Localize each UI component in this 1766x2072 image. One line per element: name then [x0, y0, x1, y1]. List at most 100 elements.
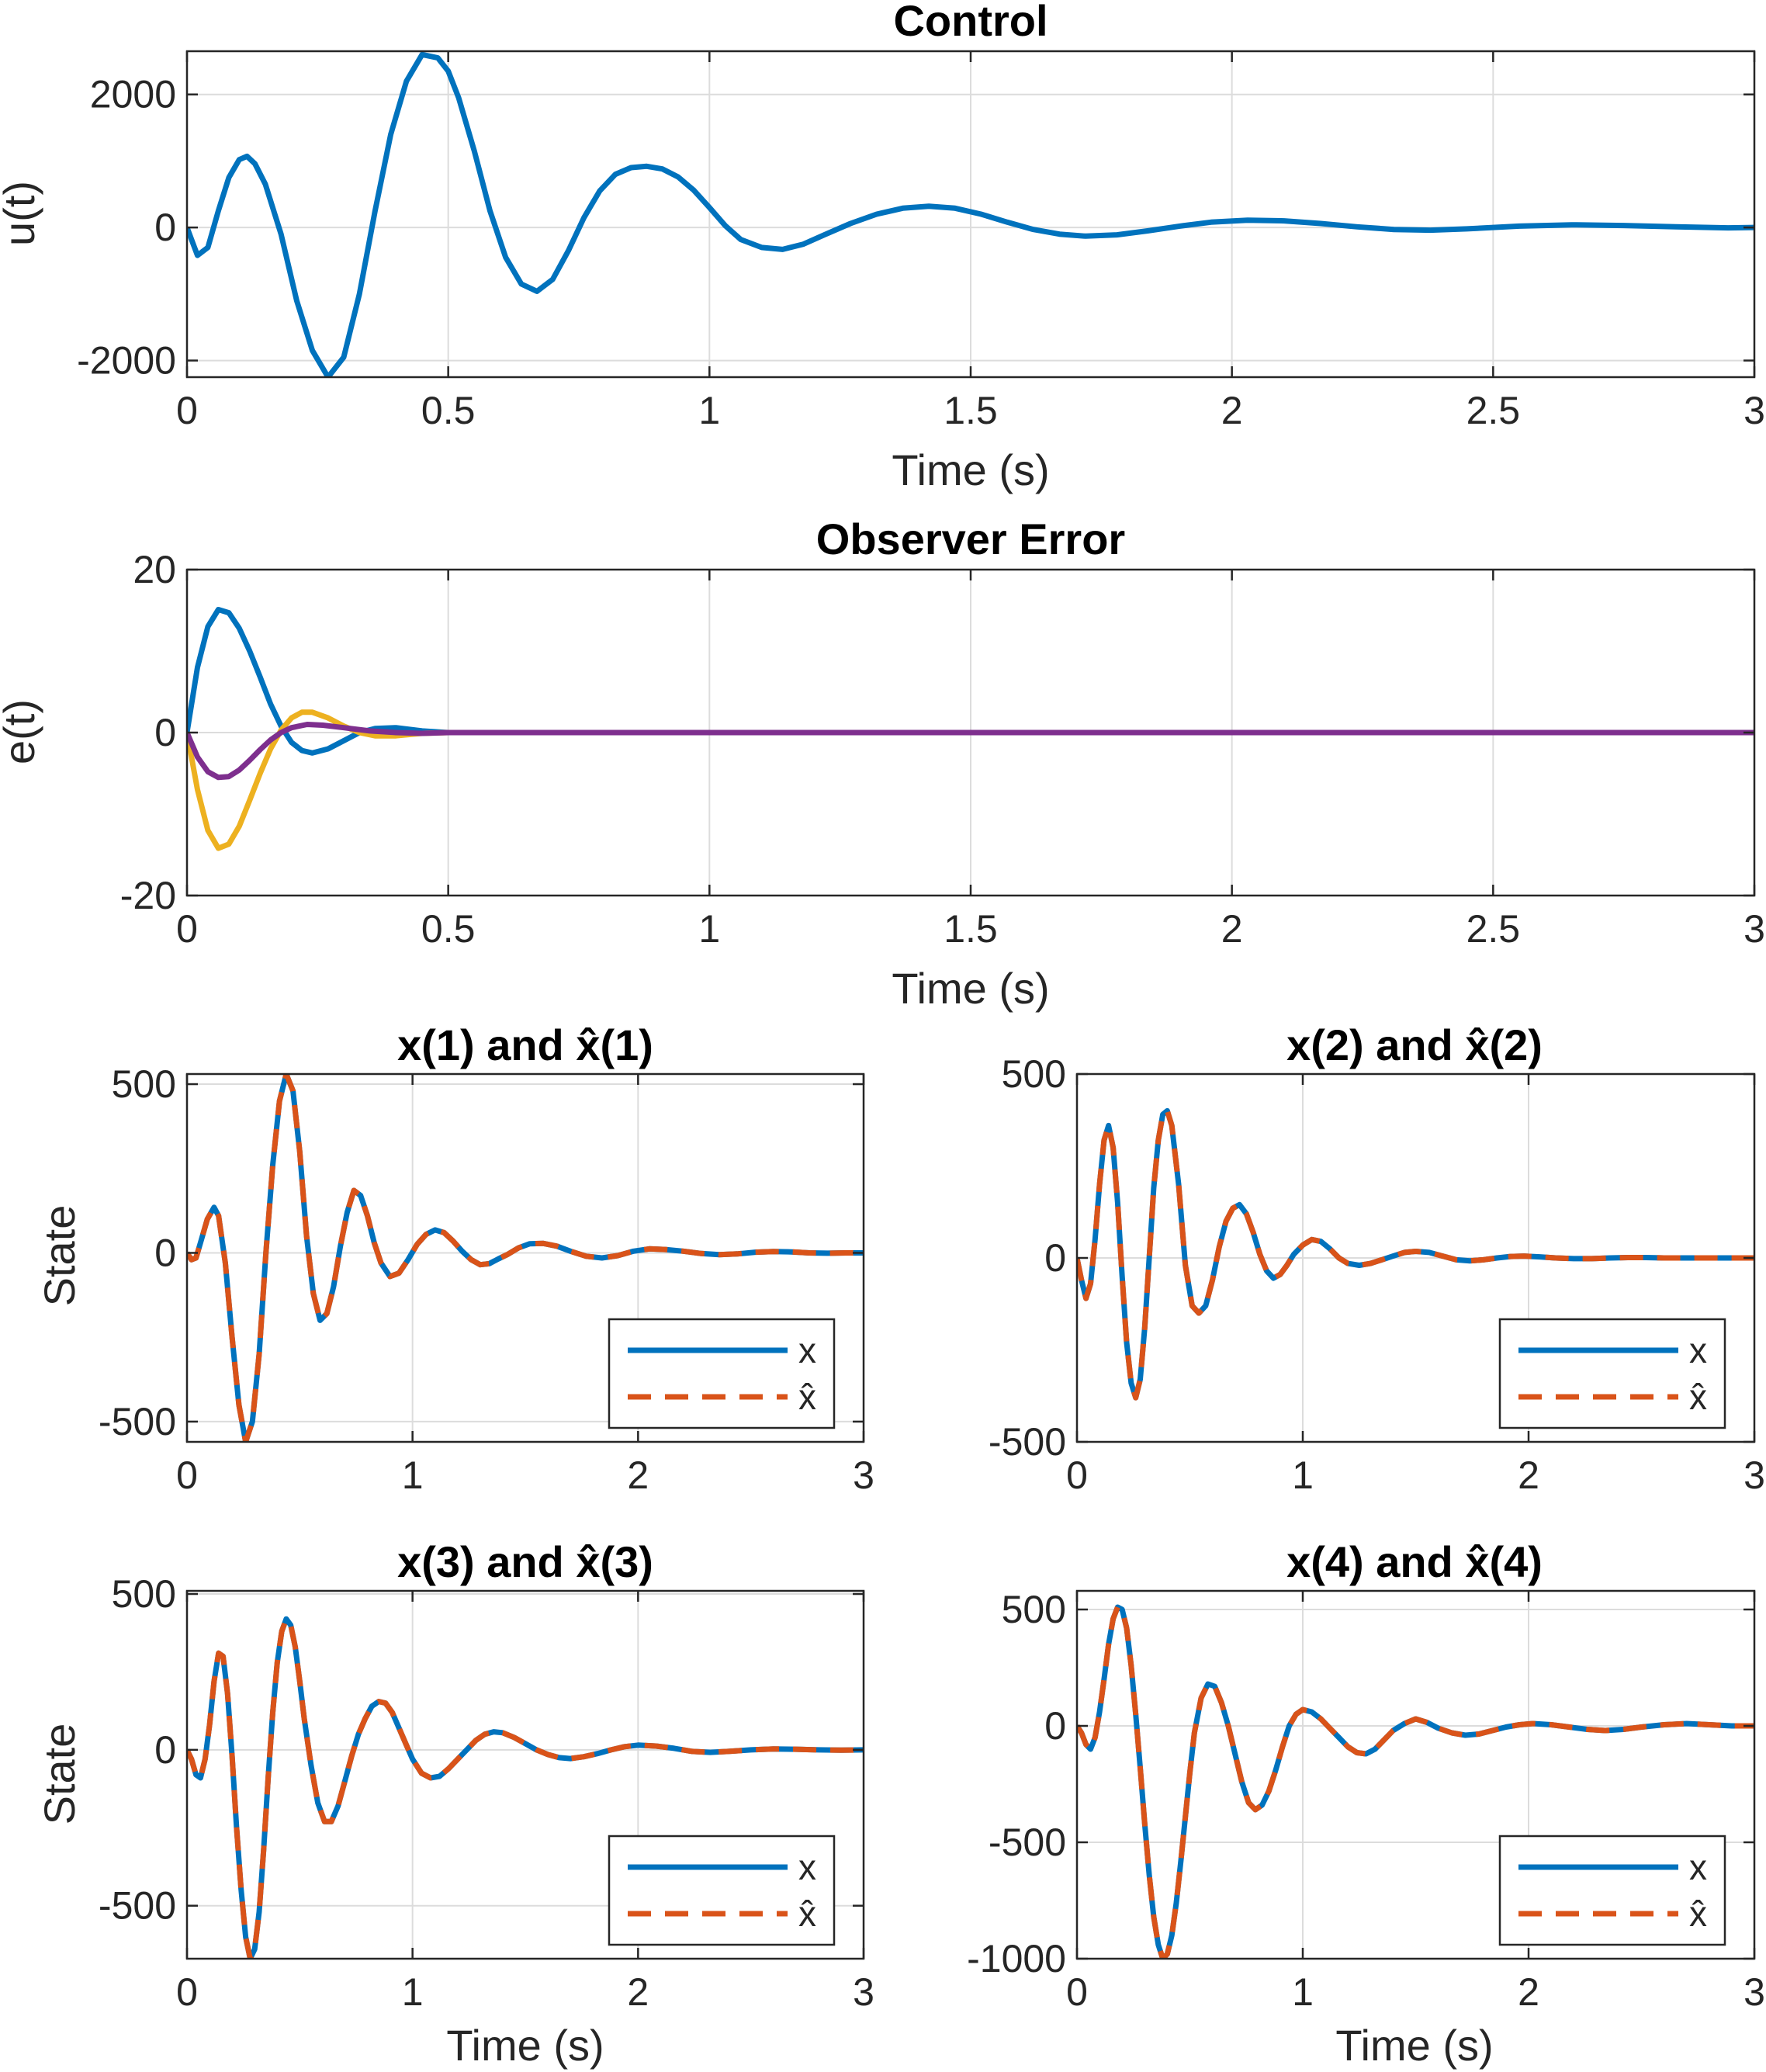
- y-tick-label: 0: [154, 1231, 176, 1274]
- y-axis-label: State: [35, 1724, 84, 1825]
- y-tick-label: -500: [989, 1821, 1066, 1864]
- panel-title: x(4) and x̂(4): [1286, 1537, 1543, 1586]
- x-tick-label: 0: [1066, 1970, 1088, 2014]
- panel-title: x(3) and x̂(3): [397, 1537, 653, 1586]
- series-line-2: [187, 1074, 864, 1442]
- x-tick-label: 0.5: [421, 907, 476, 951]
- x-tick-label: 1: [698, 389, 720, 432]
- series-line-1: [1077, 1107, 1754, 1401]
- series-line-2: [187, 1616, 864, 1959]
- panel-x4: x(4) and x̂(4) Time (s) 0 1 2 3 -1000 -500 0 50…: [967, 1537, 1765, 2070]
- y-tick-label: -500: [99, 1400, 176, 1443]
- legend-label: x: [1689, 1847, 1707, 1887]
- y-tick-label: 0: [154, 711, 176, 754]
- axes-box: [185, 1072, 865, 1443]
- y-axis-label: State: [35, 1205, 84, 1307]
- x-tick-label: 1: [402, 1970, 424, 2014]
- legend-box: [608, 1835, 836, 1946]
- plot-area: 0 1 2 3 -1000 -500 0 500 x x̂: [967, 1588, 1765, 2014]
- y-tick-label: -2000: [77, 339, 176, 383]
- legend-label: x: [798, 1847, 816, 1887]
- y-tick-label: 500: [112, 1062, 176, 1106]
- legend: x x̂: [1498, 1835, 1726, 1946]
- legend: x x̂: [608, 1318, 836, 1429]
- x-tick-label: 0: [176, 907, 198, 951]
- x-axis-label: Time (s): [892, 964, 1049, 1013]
- x-tick-label: 3: [1743, 907, 1765, 951]
- x-tick-label: 2: [627, 1970, 649, 2014]
- x-tick-label: 1.5: [944, 389, 998, 432]
- axes-box: [185, 1589, 865, 1960]
- x-tick-label: 3: [1743, 1970, 1765, 2014]
- series-line-1: [187, 51, 1754, 377]
- panel-title: x(2) and x̂(2): [1286, 1020, 1543, 1069]
- y-tick-label: 2000: [90, 73, 176, 116]
- legend-label: x̂: [798, 1377, 816, 1417]
- x-tick-label: 2.5: [1466, 907, 1521, 951]
- legend-box: [1498, 1318, 1726, 1429]
- legend-label: x̂: [1689, 1894, 1707, 1934]
- x-tick-label: 2: [627, 1454, 649, 1497]
- panel-title: Control: [893, 0, 1047, 45]
- legend-box: [608, 1318, 836, 1429]
- series-line-3: [187, 722, 1754, 781]
- y-tick-label: 0: [1044, 1704, 1066, 1748]
- series-layer: [187, 1074, 864, 1442]
- legend: x x̂: [1498, 1318, 1726, 1429]
- y-axis-label: e(t): [0, 699, 43, 764]
- series-layer: [1077, 1604, 1754, 1959]
- x-tick-label: 2.5: [1466, 389, 1521, 432]
- x-tick-label: 0: [1066, 1454, 1088, 1497]
- y-tick-label: -20: [120, 874, 176, 917]
- series-layer: [187, 51, 1754, 377]
- x-tick-label: 3: [1743, 389, 1765, 432]
- series-line-2: [1077, 1604, 1754, 1959]
- panel-control: Control Time (s) u(t) 0 0.5 1 1.5 2 2.5 3 -2000…: [0, 0, 1765, 494]
- legend-label: x: [1689, 1330, 1707, 1370]
- panel-x3: x(3) and x̂(3) Time (s) State 0 1 2 3-50005…: [35, 1537, 874, 2070]
- y-tick-label: -500: [99, 1884, 176, 1928]
- legend-label: x̂: [798, 1894, 816, 1934]
- x-tick-label: 0: [176, 1454, 198, 1497]
- panel-title: Observer Error: [816, 515, 1125, 563]
- y-tick-label: 500: [1002, 1052, 1066, 1096]
- x-tick-label: 1: [1292, 1970, 1314, 2014]
- series-line-2: [187, 709, 1754, 851]
- x-tick-label: 1: [402, 1454, 424, 1497]
- x-axis-label: Time (s): [446, 2021, 604, 2070]
- legend-label: x: [798, 1330, 816, 1370]
- y-tick-label: -500: [989, 1420, 1066, 1464]
- x-tick-label: 2: [1221, 389, 1243, 432]
- y-tick-label: -1000: [967, 1937, 1066, 1980]
- axes-box: [1075, 1589, 1756, 1960]
- x-tick-label: 1.5: [944, 907, 998, 951]
- y-tick-label: 20: [133, 548, 176, 591]
- y-tick-label: 500: [1002, 1588, 1066, 1631]
- series-layer: [187, 607, 1754, 851]
- y-tick-label: 500: [112, 1572, 176, 1616]
- x-tick-label: 2: [1221, 907, 1243, 951]
- y-tick-label: 0: [154, 1728, 176, 1772]
- legend-box: [1498, 1835, 1726, 1946]
- x-axis-label: Time (s): [892, 445, 1049, 494]
- series-layer: [1077, 1107, 1754, 1401]
- x-tick-label: 1: [1292, 1454, 1314, 1497]
- y-tick-label: 0: [1044, 1236, 1066, 1280]
- x-tick-label: 3: [853, 1970, 874, 2014]
- x-axis-label: Time (s): [1335, 2021, 1493, 2070]
- x-tick-label: 2: [1518, 1454, 1539, 1497]
- y-axis-label: u(t): [0, 181, 43, 246]
- legend-label: x̂: [1689, 1377, 1707, 1417]
- x-tick-label: 0: [176, 389, 198, 432]
- legend: x x̂: [608, 1835, 836, 1946]
- x-tick-label: 3: [1743, 1454, 1765, 1497]
- x-tick-label: 0: [176, 1970, 198, 2014]
